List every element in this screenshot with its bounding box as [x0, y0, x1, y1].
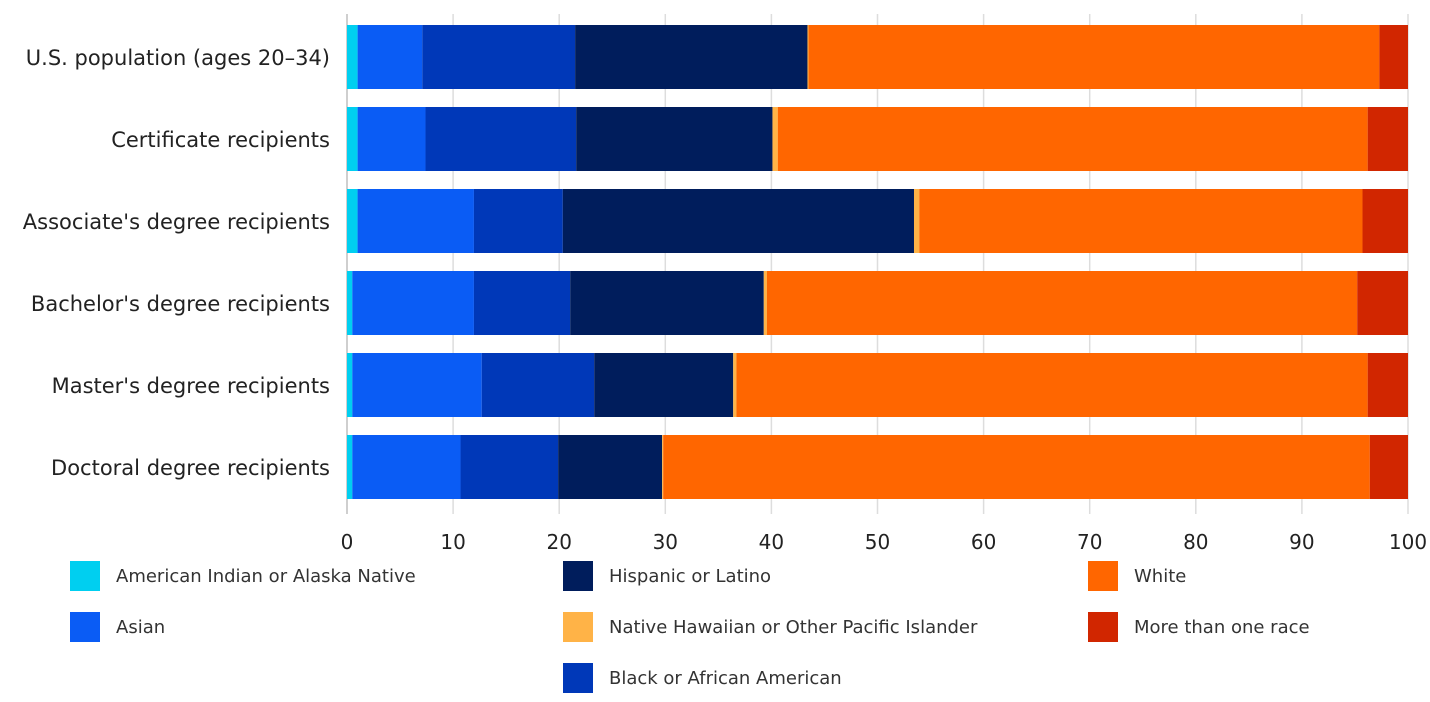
x-tick-label: 90 [1289, 530, 1314, 554]
category-label: U.S. population (ages 20–34) [26, 46, 330, 70]
bar-segment [594, 353, 734, 417]
legend-swatch [1088, 612, 1118, 642]
legend-item: White [1088, 561, 1186, 591]
legend-swatch [1088, 561, 1118, 591]
bar-segment [919, 189, 1363, 253]
bar-segment [352, 271, 474, 335]
category-label: Certificate recipients [111, 128, 330, 152]
bar-segment [347, 271, 353, 335]
legend-label: White [1134, 565, 1187, 587]
bar-segment [347, 189, 358, 253]
x-tick-label: 40 [759, 530, 784, 554]
bar-segment [352, 353, 482, 417]
bar-segment [1367, 353, 1408, 417]
legend-label: Asian [116, 616, 166, 638]
bar-segment [772, 107, 778, 171]
bar-segment [347, 435, 353, 499]
legend-label: Hispanic or Latino [609, 565, 772, 587]
x-tick-label: 30 [653, 530, 678, 554]
bar-segment [357, 189, 474, 253]
bar-segment [1367, 107, 1408, 171]
bar-segment [662, 435, 664, 499]
legend-label: Black or African American [609, 667, 842, 689]
legend-item: Hispanic or Latino [563, 561, 771, 591]
x-tick-label: 70 [1077, 530, 1102, 554]
bar-segment [473, 271, 571, 335]
x-tick-label: 100 [1389, 530, 1427, 554]
bar-segment [347, 107, 358, 171]
x-tick-label: 60 [971, 530, 996, 554]
x-tick-label: 50 [865, 530, 890, 554]
legend-label: Native Hawaiian or Other Pacific Islande… [609, 616, 978, 638]
legend-swatch [70, 561, 100, 591]
bars [347, 25, 1408, 499]
legend-item: American Indian or Alaska Native [70, 561, 416, 591]
gridlines [346, 14, 1409, 514]
category-label: Master's degree recipients [52, 374, 330, 398]
bar-segment [736, 353, 1368, 417]
bar-segment [1379, 25, 1408, 89]
legend-swatch [70, 612, 100, 642]
bar-segment [576, 107, 773, 171]
bar-segment [481, 353, 595, 417]
bar-segment [347, 25, 358, 89]
category-label: Bachelor's degree recipients [31, 292, 330, 316]
x-tick-labels: 0 10 20 30 40 50 60 70 80 90 100 [341, 530, 1427, 554]
legend-label: American Indian or Alaska Native [116, 565, 416, 587]
bar-segment [763, 271, 767, 335]
legend-swatch [563, 663, 593, 693]
category-labels: U.S. population (ages 20–34) Certificate … [23, 46, 330, 480]
x-tick-label: 10 [440, 530, 465, 554]
bar-segment [733, 353, 737, 417]
bar-segment [473, 189, 563, 253]
bar-segment [460, 435, 559, 499]
bar-segment [357, 25, 423, 89]
bar-segment [807, 25, 809, 89]
x-tick-label: 20 [546, 530, 571, 554]
bar-segment [575, 25, 808, 89]
legend-item: Black or African American [563, 663, 842, 693]
x-tick-label: 80 [1183, 530, 1208, 554]
bar-segment [913, 189, 920, 253]
bar-segment [347, 353, 353, 417]
category-label: Doctoral degree recipients [51, 456, 330, 480]
bar-segment [766, 271, 1358, 335]
stacked-bar-chart: U.S. population (ages 20–34) Certificate … [23, 14, 1427, 554]
category-label: Associate's degree recipients [23, 210, 330, 234]
bar-segment [352, 435, 461, 499]
bar-segment [422, 25, 576, 89]
bar-segment [1362, 189, 1408, 253]
legend-item: Native Hawaiian or Other Pacific Islande… [563, 612, 977, 642]
bar-segment [1369, 435, 1408, 499]
legend-label: More than one race [1134, 616, 1310, 638]
bar-segment [357, 107, 426, 171]
bar-segment [562, 189, 914, 253]
x-tick-label: 0 [341, 530, 354, 554]
legend-swatch [563, 561, 593, 591]
bar-segment [570, 271, 764, 335]
bar-segment [663, 435, 1370, 499]
legend-item: More than one race [1088, 612, 1310, 642]
legend-swatch [563, 612, 593, 642]
bar-segment [808, 25, 1380, 89]
bar-segment [425, 107, 577, 171]
bar-segment [558, 435, 663, 499]
bar-segment [777, 107, 1368, 171]
legend-item: Asian [70, 612, 165, 642]
bar-segment [1357, 271, 1408, 335]
